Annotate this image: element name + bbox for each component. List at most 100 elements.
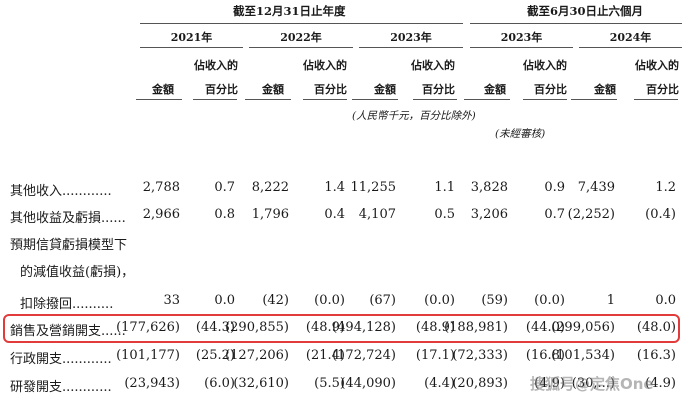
table-cell-amount: 4,107	[358, 207, 396, 222]
year-header-2023-h1: 2023年	[500, 31, 543, 44]
col-header-pct-line1: 佔收入的	[523, 59, 567, 72]
table-cell-pct: 0.5	[434, 207, 455, 222]
col-header-amount: 金額	[374, 83, 396, 96]
table-cell-pct: (44.3)	[195, 320, 235, 335]
year-header-2023: 2023年	[390, 31, 432, 44]
table-cell-pct: (4.9)	[645, 376, 676, 391]
table-cell-pct: (21.4)	[305, 348, 345, 363]
table-cell-pct: (16.3)	[636, 348, 676, 363]
highlight-box	[3, 314, 680, 343]
row-label: 的減值收益(虧損)，	[20, 265, 135, 280]
table-cell-pct: (44.0)	[525, 320, 565, 335]
col-header-pct: 佔收入的 百分比	[190, 58, 238, 97]
table-cell-amount: (20,893)	[452, 376, 508, 391]
table-cell-pct: 0.4	[324, 207, 345, 222]
table-cell-pct: (48.9)	[415, 320, 455, 335]
table-cell-pct: (0.0)	[424, 293, 455, 308]
year-header-2022: 2022年	[280, 31, 322, 44]
table-cell-amount: 8,222	[251, 180, 289, 195]
row-label: 其他收入............	[10, 184, 112, 199]
table-cell-amount: (72,333)	[452, 348, 508, 363]
table-cell-amount: (494,128)	[332, 320, 396, 335]
row-label: 預期信貸虧損模型下	[10, 238, 128, 253]
table-cell-amount: (30,...)	[571, 376, 615, 391]
col-header-pct-line2: 百分比	[422, 83, 455, 96]
year-rule-2024-h1	[579, 47, 682, 48]
subheader-rule	[464, 99, 510, 100]
year-rule-2022	[249, 47, 353, 48]
subheader-rule	[413, 99, 457, 100]
group-rule-fiscal	[140, 23, 463, 24]
col-header-pct-line2: 百分比	[314, 83, 347, 96]
table-cell-amount: 1	[606, 293, 615, 308]
table-cell-pct: 1.1	[434, 180, 455, 195]
year-rule-2023-h1	[470, 47, 573, 48]
subheader-rule	[136, 99, 182, 100]
subheader-rule	[571, 99, 617, 100]
col-header-pct-line1: 佔收入的	[303, 59, 347, 72]
table-cell-amount: 2,966	[142, 207, 180, 222]
table-cell-pct: 0.0	[214, 293, 235, 308]
col-header-amount: 金額	[594, 83, 616, 96]
col-header-pct: 佔收入的百分比	[519, 58, 567, 97]
subheader-rule	[303, 99, 347, 100]
col-header-pct-line2: 百分比	[646, 83, 679, 96]
col-header-pct: 佔收入的百分比	[299, 58, 347, 97]
table-cell-pct: (5.5)	[314, 376, 345, 391]
group-rule-sixmonths	[470, 23, 682, 24]
table-cell-amount: (172,724)	[332, 348, 396, 363]
table-cell-amount: (177,626)	[116, 320, 180, 335]
table-cell-pct: (4.9)	[534, 376, 565, 391]
col-header-amount: 金額	[484, 83, 506, 96]
table-cell-amount: (299,056)	[551, 320, 615, 335]
table-cell-pct: (17.1)	[415, 348, 455, 363]
table-cell-amount: 1,796	[251, 207, 289, 222]
group-header-six-months: 截至6月30日止六個月	[527, 4, 644, 18]
subheader-rule	[193, 99, 237, 100]
row-label: 研發開支............	[10, 380, 112, 395]
table-cell-amount: 7,439	[577, 180, 615, 195]
table-cell-pct: 1.2	[655, 180, 676, 195]
table-cell-amount: (127,206)	[225, 348, 289, 363]
table-cell-pct: 1.4	[324, 180, 345, 195]
table-cell-pct: (0.0)	[314, 293, 345, 308]
year-header-2021: 2021年	[170, 31, 213, 44]
col-header-pct-line2: 百分比	[534, 83, 567, 96]
table-cell-amount: 3,206	[470, 207, 508, 222]
col-header-amount: 金額	[152, 83, 174, 96]
table-cell-amount: 2,788	[142, 180, 180, 195]
group-header-fiscal-years: 截至12月31日止年度	[233, 4, 346, 18]
table-cell-pct: 0.9	[544, 180, 565, 195]
col-header-pct-line1: 佔收入的	[194, 59, 238, 72]
col-header-amount: 金額	[262, 83, 284, 96]
audit-note: (未經審核)	[495, 128, 546, 140]
subheader-rule	[245, 99, 291, 100]
table-cell-amount: (67)	[369, 293, 396, 308]
table-cell-amount: (188,981)	[444, 320, 508, 335]
table-cell-pct: (48.9)	[305, 320, 345, 335]
year-rule-2023	[359, 47, 463, 48]
year-header-2024-h1: 2024年	[609, 31, 652, 44]
table-cell-pct: (4.4)	[424, 376, 455, 391]
table-cell-amount: (290,855)	[225, 320, 289, 335]
table-cell-amount: 33	[163, 293, 180, 308]
row-label: 銷售及營銷開支......	[10, 324, 126, 339]
table-cell-pct: (25.2)	[195, 348, 235, 363]
table-cell-pct: 0.0	[655, 293, 676, 308]
table-cell-pct: 0.7	[544, 207, 565, 222]
table-cell-pct: (6.0)	[204, 376, 235, 391]
row-label: 其他收益及虧損......	[10, 211, 126, 226]
table-cell-amount: (2,252)	[567, 207, 615, 222]
subheader-rule	[523, 99, 567, 100]
unit-note: (人民幣千元，百分比除外)	[352, 110, 476, 122]
table-cell-amount: (42)	[262, 293, 289, 308]
table-cell-pct: (16.8)	[525, 348, 565, 363]
table-cell-amount: 11,255	[350, 180, 397, 195]
col-header-pct: 佔收入的 百分比	[407, 58, 455, 97]
table-cell-pct: 0.7	[214, 180, 235, 195]
table-cell-amount: (32,610)	[233, 376, 289, 391]
row-label: 扣除撥回..........	[20, 297, 114, 312]
subheader-rule	[634, 99, 678, 100]
subheader-rule	[352, 99, 398, 100]
table-cell-pct: (0.4)	[645, 207, 676, 222]
